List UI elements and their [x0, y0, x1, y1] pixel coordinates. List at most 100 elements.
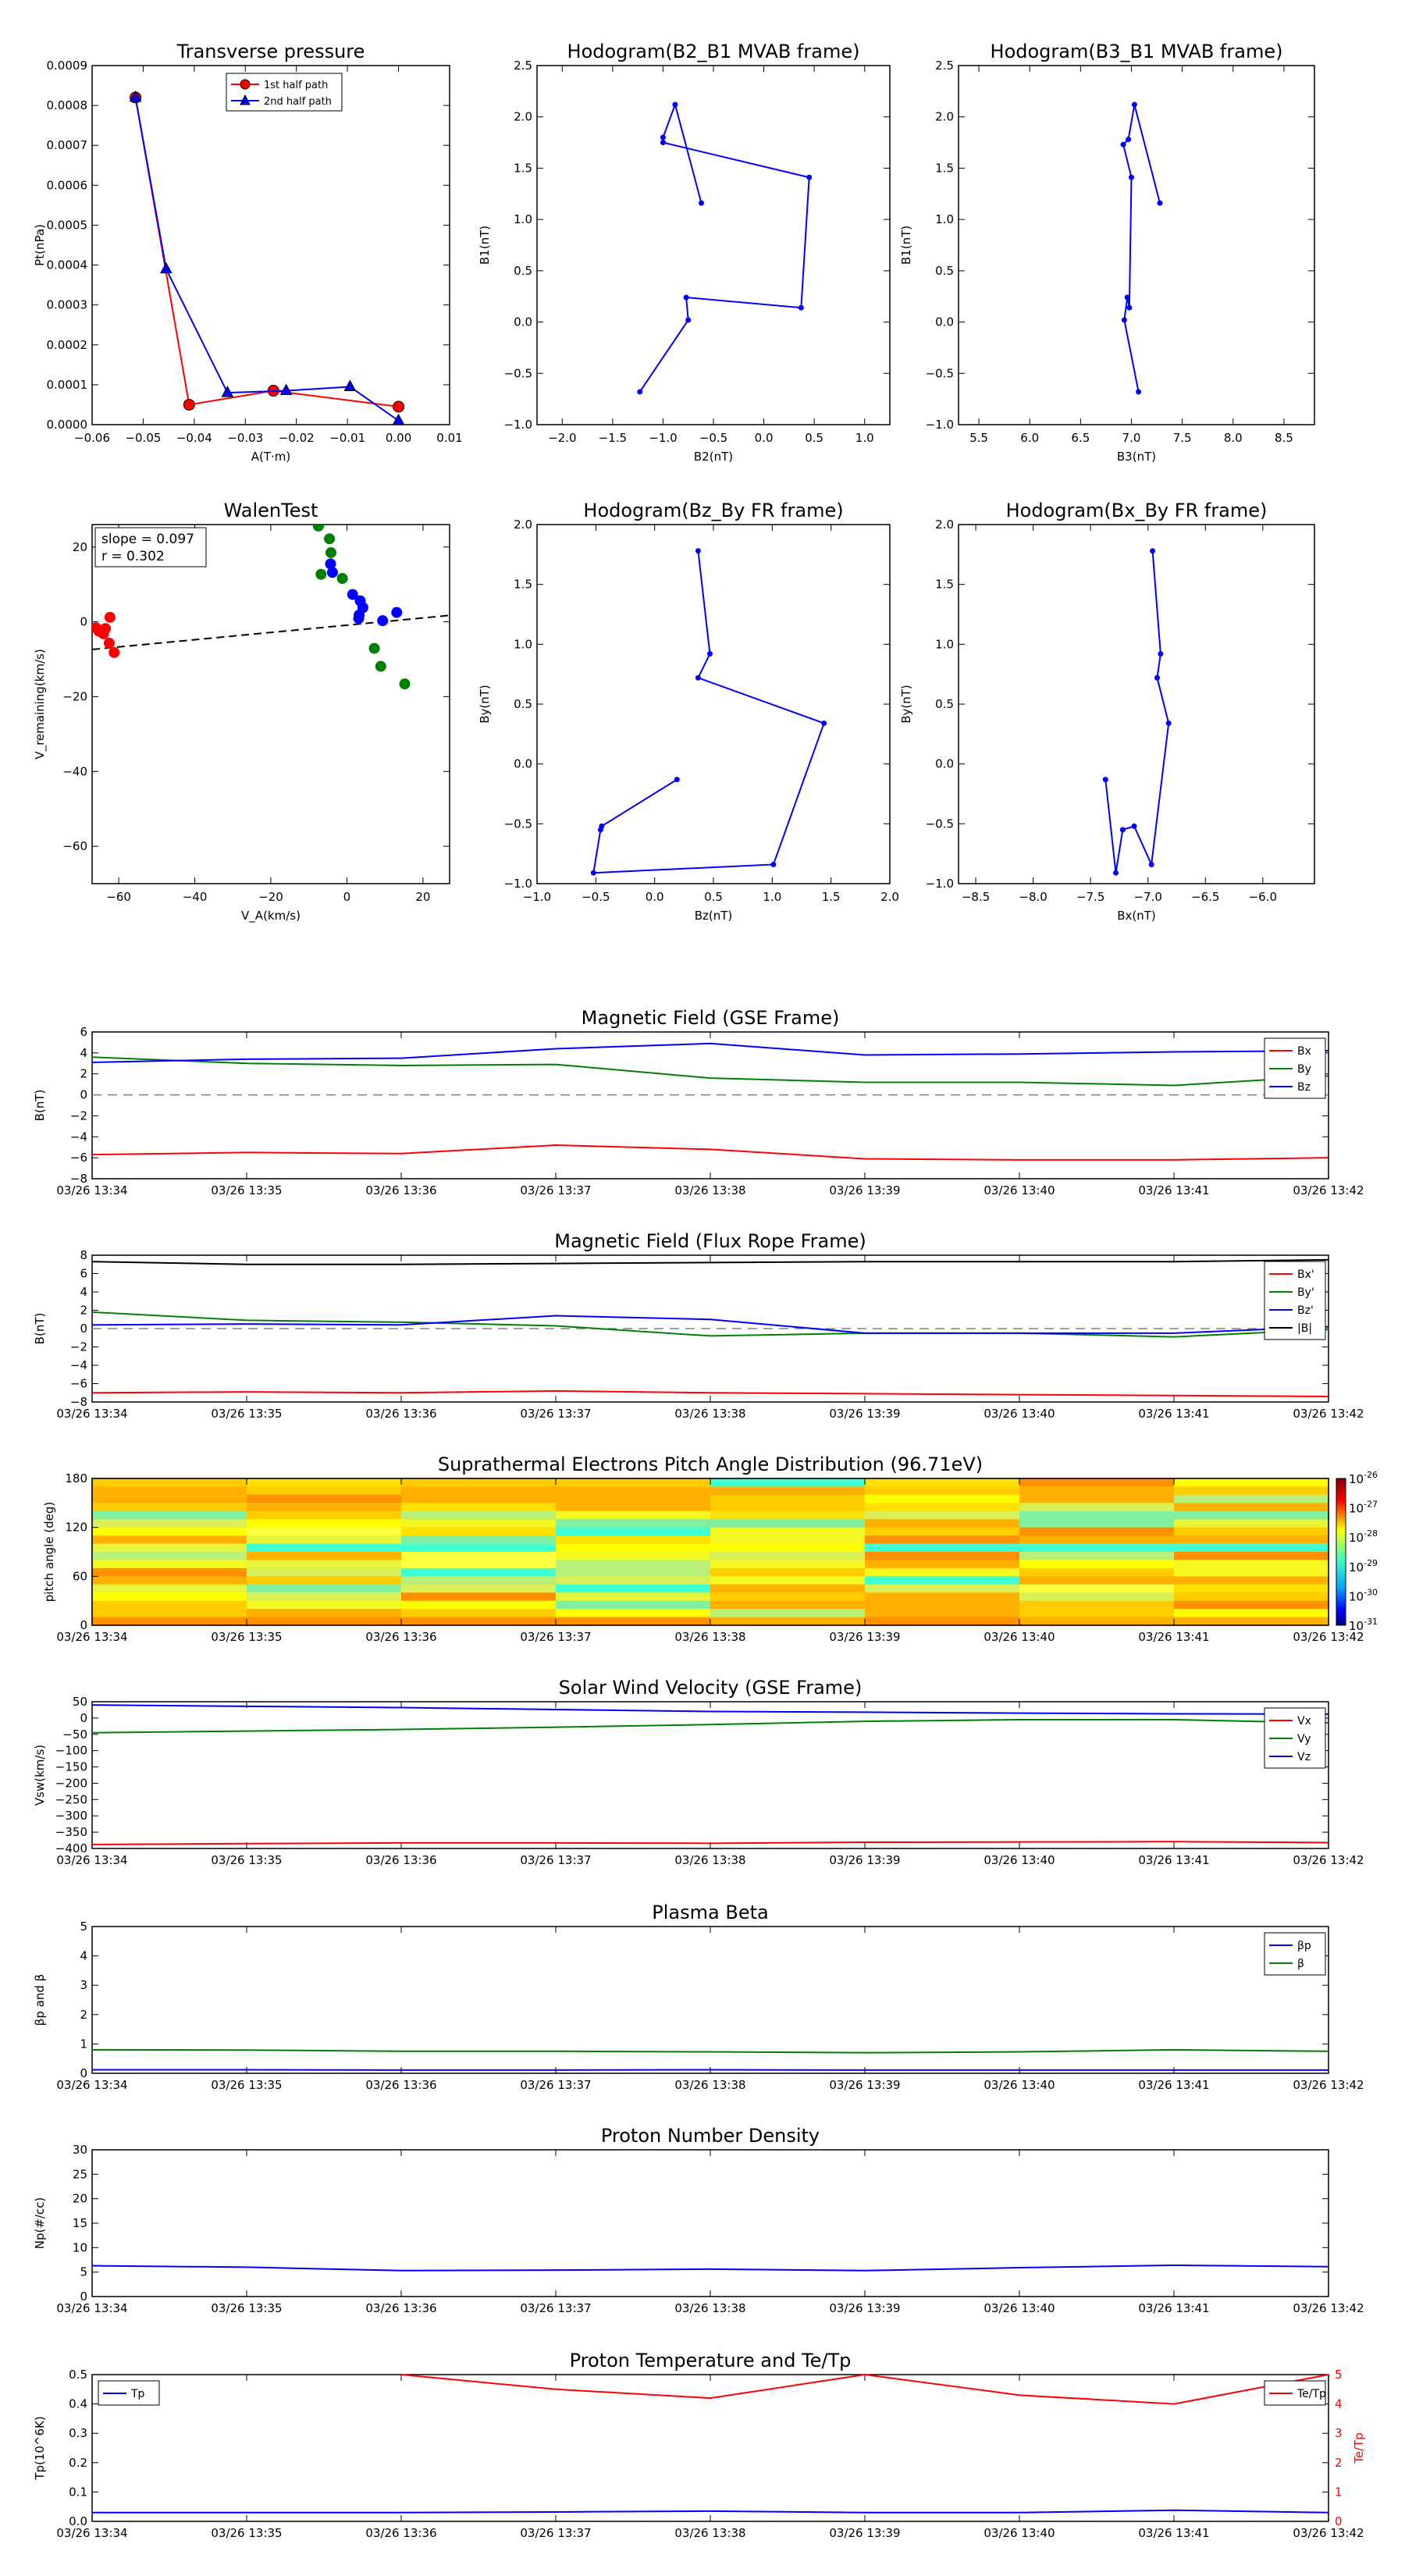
pad-cell — [1174, 1519, 1329, 1528]
data-point — [1157, 200, 1163, 206]
pad-cell — [556, 1527, 711, 1536]
pad-cell — [401, 1576, 557, 1585]
x-tick-label: 03/26 13:40 — [984, 2526, 1055, 2540]
x-tick-label: 03/26 13:34 — [56, 2078, 127, 2092]
y-tick-label: 20 — [73, 2192, 87, 2206]
x-tick-label: −6.0 — [1249, 890, 1277, 904]
y-tick-label: −2 — [70, 1340, 87, 1354]
y-tick-label: 4 — [80, 1046, 87, 1060]
y-axis-label: Np(#/cc) — [33, 2197, 47, 2250]
pad-cell — [1174, 1584, 1329, 1593]
x-tick-label: 1.0 — [763, 890, 781, 904]
left-series-line — [91, 1389, 1329, 1397]
y-tick-label: 2.0 — [514, 518, 532, 532]
y-tick-label: 3 — [80, 1978, 87, 1992]
pad-cell — [556, 1600, 711, 1610]
pad-cell — [92, 1552, 247, 1560]
y-tick-label: 0.0005 — [47, 218, 88, 232]
x-tick-label: 03/26 13:36 — [365, 1407, 436, 1421]
y-tick-label: −6 — [70, 1151, 87, 1165]
pad-cell — [92, 1478, 247, 1487]
pad-cell — [1019, 1527, 1175, 1536]
y-tick-label: −300 — [55, 1809, 87, 1823]
y-tick-label: 30 — [73, 2143, 87, 2157]
pad-cell — [1174, 1592, 1329, 1602]
annotation-frame — [94, 527, 207, 568]
chart-hodogram-b3-b1: Hodogram(B3_B1 MVAB frame) 5.5 6.0 6.5 7.0 7.… — [899, 41, 1315, 464]
pad-cell — [401, 1600, 557, 1610]
pad-cell — [247, 1560, 402, 1569]
pad-cell — [1019, 1503, 1175, 1512]
x-tick-label: 03/26 13:36 — [365, 2078, 436, 2092]
data-point — [1121, 317, 1127, 323]
right-tick-label: 4 — [1335, 2397, 1343, 2411]
data-point — [315, 568, 327, 580]
data-point — [1102, 777, 1108, 783]
pad-cell — [710, 1503, 866, 1512]
colorbar-tick-base: 10 — [1349, 1472, 1364, 1486]
y-tick-label: −4 — [70, 1130, 87, 1144]
legend-label: βp — [1297, 1940, 1311, 1952]
y-tick-label: 120 — [65, 1521, 87, 1535]
x-tick-label: 03/26 13:41 — [1138, 1853, 1209, 1867]
pad-cell — [92, 1510, 247, 1520]
pad-cell — [1019, 1600, 1175, 1610]
pad-cell — [1019, 1486, 1175, 1496]
x-tick-label: 03/26 13:41 — [1138, 1183, 1209, 1197]
data-point — [1148, 861, 1154, 867]
pad-cell — [1174, 1535, 1329, 1545]
pad-cell — [865, 1600, 1020, 1610]
left-series-line — [91, 1144, 1329, 1161]
pad-cell — [865, 1609, 1020, 1618]
y-tick-label: −0.5 — [926, 817, 954, 831]
y-tick-label: 25 — [73, 2167, 87, 2181]
pad-cell — [556, 1494, 711, 1503]
pad-cell — [247, 1543, 402, 1553]
data-point — [399, 678, 411, 690]
left-series-line — [92, 2509, 1329, 2514]
plot-frame — [91, 1031, 1329, 1179]
chart-title: Hodogram(Bx_By FR frame) — [1006, 500, 1268, 521]
y-tick-label: 0.0009 — [47, 59, 88, 73]
colorbar-tick-base: 10 — [1349, 1589, 1364, 1603]
pad-cell — [1019, 1519, 1175, 1528]
pad-cell — [401, 1552, 557, 1560]
pad-cell — [556, 1543, 711, 1553]
y-tick-label: 2 — [80, 1067, 87, 1081]
y-tick-label: 6 — [80, 1267, 87, 1281]
y-tick-label: −1.0 — [926, 418, 954, 432]
data-point — [674, 777, 680, 783]
y-tick-label: 4 — [80, 1949, 87, 1963]
x-tick-label: 03/26 13:34 — [56, 1407, 127, 1421]
data-point — [1119, 827, 1126, 833]
y-axis-label: B(nT) — [33, 1090, 47, 1122]
pad-cell — [710, 1478, 866, 1487]
data-point — [821, 720, 827, 727]
data-point — [325, 546, 336, 558]
data-point — [279, 383, 293, 396]
left-series-line — [91, 1258, 1329, 1265]
x-tick-label: 03/26 13:39 — [829, 2078, 900, 2092]
x-tick-label: 0.5 — [805, 431, 823, 445]
pad-cell — [865, 1527, 1020, 1536]
x-tick-label: 03/26 13:40 — [984, 1853, 1055, 1867]
data-point — [599, 823, 605, 829]
pad-cell — [401, 1486, 557, 1496]
left-series-line — [91, 1718, 1329, 1734]
y-tick-label: 1.0 — [935, 637, 954, 651]
left-series-line — [91, 2048, 1329, 2054]
data-point — [1158, 651, 1164, 657]
chart-transverse-pressure: Transverse pressure −0.06 −0.05 −0.04 −0.03 −… — [33, 41, 463, 464]
pad-cell — [556, 1560, 711, 1569]
pad-cell — [401, 1494, 557, 1503]
pad-cell — [1174, 1494, 1329, 1503]
data-point — [1126, 137, 1132, 143]
data-point — [1136, 389, 1142, 395]
data-point — [129, 90, 142, 102]
y-tick-label: −250 — [55, 1792, 87, 1806]
x-tick-label: −8.5 — [962, 890, 990, 904]
data-point — [392, 413, 405, 425]
x-tick-label: 03/26 13:34 — [56, 2301, 127, 2315]
pad-cell — [1019, 1560, 1175, 1569]
series-line — [1122, 104, 1161, 393]
